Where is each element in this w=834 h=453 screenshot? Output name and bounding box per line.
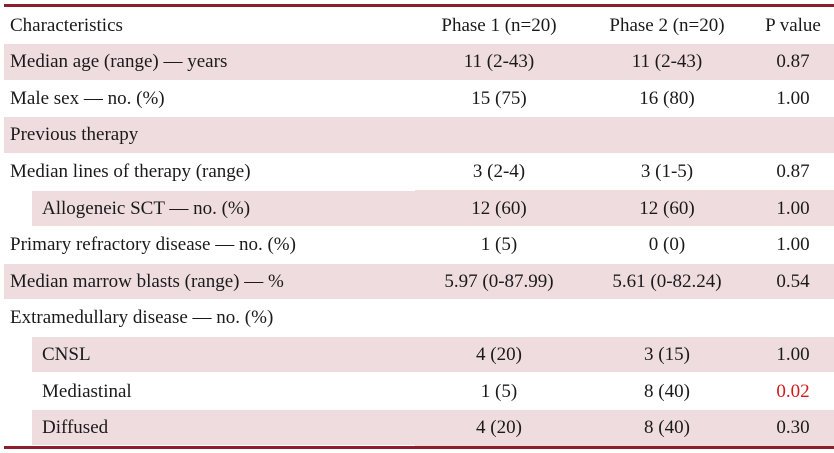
characteristics-table: Characteristics Phase 1 (n=20) Phase 2 (… bbox=[4, 4, 834, 449]
row-phase-1 bbox=[415, 299, 583, 337]
table-body: Median age (range) — years 11 (2-43) 11 … bbox=[4, 43, 834, 448]
row-label-text: CNSL bbox=[32, 337, 415, 373]
table-row: Male sex — no. (%) 15 (75) 16 (80) 1.00 bbox=[4, 79, 834, 117]
row-phase-1: 11 (2-43) bbox=[415, 43, 583, 81]
row-label: Diffused bbox=[4, 408, 415, 448]
row-phase-2: 11 (2-43) bbox=[583, 43, 751, 81]
row-phase-1: 15 (75) bbox=[415, 79, 583, 117]
table-row: Median lines of therapy (range) 3 (2-4) … bbox=[4, 152, 834, 190]
table-row: Median age (range) — years 11 (2-43) 11 … bbox=[4, 43, 834, 81]
row-label-text: Male sex — no. (%) bbox=[10, 87, 165, 109]
row-p-value bbox=[751, 299, 834, 337]
row-label-text: Previous therapy bbox=[10, 124, 139, 146]
row-p-value: 0.87 bbox=[751, 152, 834, 190]
row-phase-1: 4 (20) bbox=[415, 335, 583, 373]
characteristics-table-container: Characteristics Phase 1 (n=20) Phase 2 (… bbox=[4, 4, 834, 449]
row-p-value: 1.00 bbox=[751, 189, 834, 227]
row-phase-2: 8 (40) bbox=[583, 408, 751, 448]
row-phase-2: 12 (60) bbox=[583, 189, 751, 227]
table-row: Diffused 4 (20) 8 (40) 0.30 bbox=[4, 408, 834, 448]
row-label-text: Allogeneic SCT — no. (%) bbox=[32, 190, 415, 226]
row-phase-1 bbox=[415, 116, 583, 154]
table-row: Primary refractory disease — no. (%) 1 (… bbox=[4, 225, 834, 264]
row-phase-1: 5.97 (0-87.99) bbox=[415, 262, 583, 300]
row-label-text: Median marrow blasts (range) — % bbox=[10, 270, 284, 292]
table-row: Extramedullary disease — no. (%) bbox=[4, 299, 834, 337]
header-characteristics: Characteristics bbox=[10, 14, 123, 36]
row-phase-1: 1 (5) bbox=[415, 225, 583, 264]
row-phase-1: 12 (60) bbox=[415, 189, 583, 227]
row-label: Median lines of therapy (range) bbox=[4, 152, 415, 190]
row-label-text: Median age (range) — years bbox=[10, 51, 228, 73]
table-row: Allogeneic SCT — no. (%) 12 (60) 12 (60)… bbox=[4, 189, 834, 227]
table-row: Median marrow blasts (range) — % 5.97 (0… bbox=[4, 262, 834, 300]
row-p-value: 0.30 bbox=[751, 408, 834, 448]
row-p-value: 0.87 bbox=[751, 43, 834, 81]
row-phase-2: 8 (40) bbox=[583, 372, 751, 410]
row-p-value: 1.00 bbox=[751, 79, 834, 117]
row-phase-2: 0 (0) bbox=[583, 225, 751, 264]
row-phase-1: 3 (2-4) bbox=[415, 152, 583, 190]
row-label: Extramedullary disease — no. (%) bbox=[4, 299, 415, 337]
row-label-text: Median lines of therapy (range) bbox=[10, 161, 251, 183]
row-label: Mediastinal bbox=[4, 372, 415, 410]
row-phase-2 bbox=[583, 299, 751, 337]
row-p-value: 0.02 bbox=[751, 372, 834, 410]
row-phase-2: 5.61 (0-82.24) bbox=[583, 262, 751, 300]
row-p-value: 0.54 bbox=[751, 262, 834, 300]
row-phase-2: 3 (1-5) bbox=[583, 152, 751, 190]
row-label: CNSL bbox=[4, 335, 415, 373]
table-row: CNSL 4 (20) 3 (15) 1.00 bbox=[4, 335, 834, 373]
row-phase-2: 16 (80) bbox=[583, 79, 751, 117]
row-label: Previous therapy bbox=[4, 116, 415, 154]
header-phase-2: Phase 2 (n=20) bbox=[609, 14, 725, 36]
row-p-value: 1.00 bbox=[751, 335, 834, 373]
row-phase-1: 4 (20) bbox=[415, 408, 583, 448]
table-header: Characteristics Phase 1 (n=20) Phase 2 (… bbox=[4, 5, 834, 44]
row-label: Primary refractory disease — no. (%) bbox=[4, 225, 415, 264]
row-label: Male sex — no. (%) bbox=[4, 79, 415, 117]
row-label-text: Extramedullary disease — no. (%) bbox=[10, 307, 274, 329]
header-row: Characteristics Phase 1 (n=20) Phase 2 (… bbox=[4, 5, 834, 44]
row-label-text: Diffused bbox=[32, 410, 415, 446]
row-p-value: 1.00 bbox=[751, 225, 834, 264]
row-phase-2: 3 (15) bbox=[583, 335, 751, 373]
header-phase-1: Phase 1 (n=20) bbox=[441, 14, 557, 36]
table-row: Previous therapy bbox=[4, 116, 834, 154]
row-phase-2 bbox=[583, 116, 751, 154]
row-label-text: Mediastinal bbox=[32, 373, 415, 409]
header-p-value: P value bbox=[765, 14, 821, 36]
row-p-value bbox=[751, 116, 834, 154]
row-label: Median marrow blasts (range) — % bbox=[4, 262, 415, 300]
table-row: Mediastinal 1 (5) 8 (40) 0.02 bbox=[4, 372, 834, 410]
row-label-text: Primary refractory disease — no. (%) bbox=[10, 234, 296, 256]
row-label: Allogeneic SCT — no. (%) bbox=[4, 189, 415, 227]
row-phase-1: 1 (5) bbox=[415, 372, 583, 410]
row-label: Median age (range) — years bbox=[4, 43, 415, 81]
